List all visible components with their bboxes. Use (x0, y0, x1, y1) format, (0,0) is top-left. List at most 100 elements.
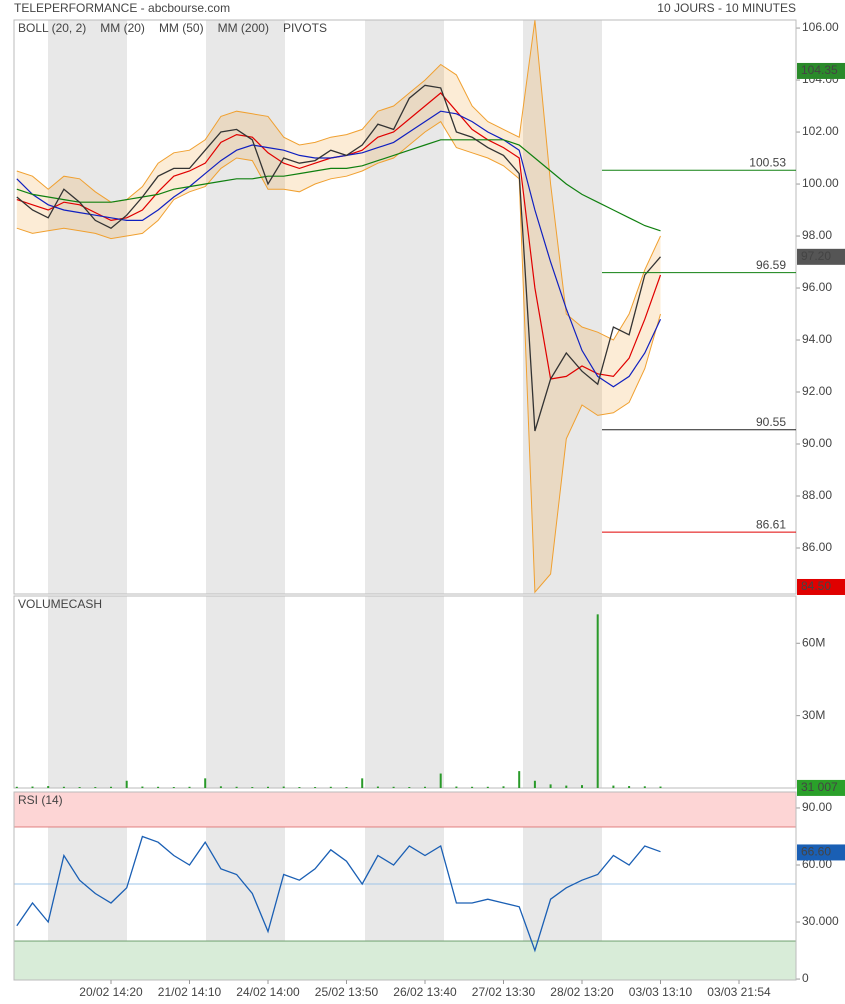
axis-tag: 66.60 (801, 845, 831, 859)
y-tick-label: 30M (802, 708, 825, 722)
volume-bar (235, 786, 238, 788)
zone (13, 940, 797, 981)
axis-tag: 84.50 (801, 579, 831, 593)
band-fill (16, 20, 661, 593)
legend-entry: MM (50) (159, 21, 204, 35)
panel-frame (13, 19, 797, 595)
volume-bar (251, 787, 254, 788)
volume-bar (267, 786, 269, 788)
volume-bar (219, 786, 222, 788)
volume-bar (628, 786, 631, 788)
volume-bar (141, 786, 144, 788)
axis-tag-bg (797, 779, 845, 796)
y-tick-label: 90.00 (802, 800, 832, 814)
period: 10 JOURS - 10 MINUTES (657, 1, 796, 15)
x-tick-label: 25/02 13:50 (315, 985, 379, 999)
volume-bar (549, 784, 552, 788)
volume-bar (314, 787, 317, 788)
volume-bar (596, 614, 599, 788)
volume-bar (392, 786, 395, 788)
volume-bar (345, 787, 348, 788)
volume-bar (94, 787, 97, 788)
volume-bar (298, 787, 301, 788)
volume-bar (361, 778, 364, 788)
volume-bar (157, 786, 160, 788)
volume-bar (47, 786, 50, 788)
volume-bar (455, 786, 458, 788)
volume-bar (581, 785, 583, 788)
value-line (16, 84, 661, 432)
day-band (523, 20, 602, 594)
volume-bar (533, 780, 536, 788)
pivot-label: 90.55 (756, 415, 786, 429)
panel-title: RSI (14) (18, 793, 63, 807)
day-band (48, 596, 127, 788)
volume-bar (31, 786, 34, 788)
zone (13, 791, 797, 828)
panel-frame (13, 595, 797, 789)
volume-bar (188, 786, 191, 788)
volume-bar (471, 786, 474, 788)
x-tick-label: 24/02 14:00 (236, 985, 300, 999)
volume-bar (439, 773, 442, 788)
day-band (365, 596, 444, 788)
volume-bar (643, 786, 646, 788)
pivot-label: 100.53 (749, 155, 786, 169)
volume-bar (518, 771, 521, 788)
volume-bar (486, 786, 489, 788)
band-lower (16, 120, 661, 594)
axis-tag-bg (797, 62, 845, 79)
y-tick-label: 102.00 (802, 124, 839, 138)
y-tick-label: 88.00 (802, 488, 832, 502)
y-tick-label: 30.000 (802, 914, 839, 928)
volume-bar (329, 786, 332, 788)
y-tick-label: 98.00 (802, 228, 832, 242)
volume-bar (125, 780, 128, 788)
volume-bar (502, 786, 505, 788)
x-tick-label: 26/02 13:40 (393, 985, 457, 999)
background (48, 20, 602, 980)
volume-bar (15, 786, 18, 788)
ma-line (16, 139, 661, 232)
volume-bar (612, 785, 615, 788)
panel-title: VOLUMECASH (18, 597, 102, 611)
volume-bar (172, 787, 175, 788)
legend-entry: BOLL (20, 2) (18, 21, 86, 35)
legend-entry: MM (200) (218, 21, 269, 35)
axis-tag-bg (797, 578, 845, 595)
day-band (48, 20, 127, 594)
pivot-label: 86.61 (756, 517, 786, 531)
legend-entry: MM (20) (100, 21, 145, 35)
volume-bar (424, 786, 426, 788)
axis-tag: 31 007 (801, 780, 838, 794)
pivot-label: 96.59 (756, 258, 786, 272)
value-line (16, 835, 661, 953)
volume-bar (408, 787, 411, 788)
x-tick-label: 27/02 13:30 (472, 985, 536, 999)
y-tick-label: 96.00 (802, 280, 832, 294)
volume-bar (565, 785, 568, 788)
legend-entry: PIVOTS (283, 21, 327, 35)
axis-tag: 97.20 (801, 249, 831, 263)
day-band (523, 596, 602, 788)
x-tick-label: 28/02 13:20 (550, 985, 614, 999)
day-band (206, 596, 285, 788)
y-tick-label: 0 (802, 971, 809, 985)
y-tick-label: 90.00 (802, 436, 832, 450)
volume-bar (376, 786, 379, 788)
x-tick-label: 20/02 14:20 (79, 985, 143, 999)
panel-frame (13, 791, 797, 981)
y-tick-label: 86.00 (802, 540, 832, 554)
y-tick-label: 60M (802, 635, 825, 649)
volume-bar (78, 787, 81, 788)
x-tick-label: 21/02 14:10 (158, 985, 222, 999)
volume-bar (659, 786, 662, 788)
volume-bar (282, 786, 285, 788)
x-tick-label: 03/03 21:54 (707, 985, 771, 999)
ma-line (16, 110, 662, 388)
y-tick-label: 92.00 (802, 384, 832, 398)
axis-tag-bg (797, 844, 845, 861)
volume-bar (204, 778, 207, 788)
day-band (206, 20, 285, 594)
